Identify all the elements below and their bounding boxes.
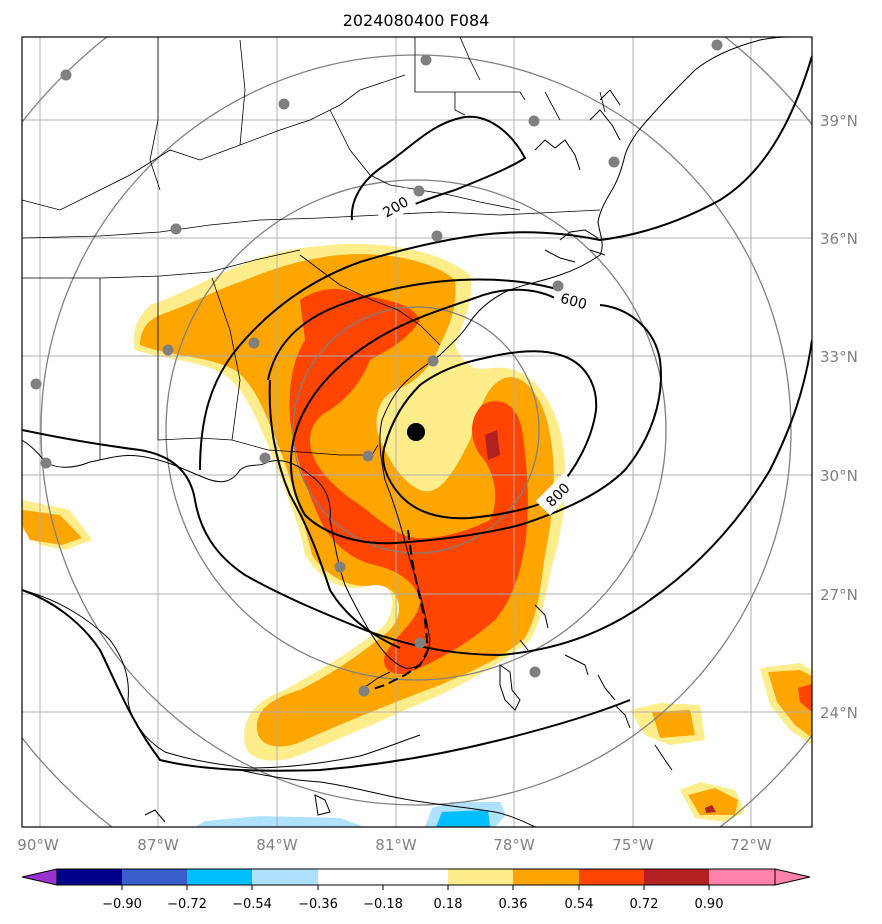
colorbar-tick-label: −0.36 [298, 897, 338, 912]
colorbar-segment [513, 869, 579, 885]
colorbar-tick-label: 0.36 [499, 897, 528, 912]
station-marker [248, 337, 260, 349]
colorbar-extend-high [774, 868, 811, 886]
station-marker [552, 280, 564, 292]
station-marker [259, 452, 271, 464]
station-markers [30, 39, 723, 697]
colorbar-tick-label: −0.90 [102, 897, 142, 912]
colorbar-tick-label: 0.18 [434, 897, 463, 912]
colorbar-segment [318, 869, 383, 885]
lon-label: 87°W [137, 836, 179, 854]
colorbar-segment [57, 869, 122, 885]
colorbar-tick-label: −0.72 [167, 897, 207, 912]
field-layer-0-54 [289, 289, 812, 712]
lat-label: 30°N [820, 467, 858, 485]
station-marker [427, 355, 439, 367]
lat-label: 27°N [820, 586, 858, 604]
lon-label: 81°W [375, 836, 417, 854]
station-marker [608, 156, 620, 168]
state-borders [22, 37, 606, 460]
colorbar-tick-label: −0.18 [363, 897, 403, 912]
station-marker [413, 185, 425, 197]
colorbar-tick-label: −0.54 [232, 897, 272, 912]
lat-label: 24°N [820, 704, 858, 722]
contour-800 [382, 350, 598, 520]
field-layer-0-72 [485, 430, 716, 813]
station-marker [711, 39, 723, 51]
map-title: 2024080400 F084 [343, 11, 490, 30]
station-marker [414, 637, 426, 649]
colorbar-segment [187, 869, 252, 885]
height-contours [22, 55, 812, 772]
storm-center-marker [407, 423, 425, 441]
station-marker [170, 223, 182, 235]
colorbar-segment [579, 869, 644, 885]
contour-outer-a [22, 339, 812, 657]
contour-inner-e [268, 379, 401, 649]
station-marker [420, 54, 432, 66]
colorbar-tick-label: 0.54 [565, 897, 594, 912]
colorbar-segment [644, 869, 709, 885]
lat-label: 33°N [820, 348, 858, 366]
colorbar-tick-label: 0.72 [630, 897, 659, 912]
colorbar-tick-label: 0.90 [695, 897, 724, 912]
contour-labels: 200 600 800 [373, 186, 596, 516]
station-marker [162, 344, 174, 356]
coastlines [22, 37, 791, 827]
colorbar-segment [448, 869, 513, 885]
contour-dashed [369, 529, 430, 691]
station-marker [362, 450, 374, 462]
station-marker [528, 115, 540, 127]
contour-inner-d [267, 278, 576, 381]
colorbar-extend-low [21, 868, 58, 886]
lon-label: 75°W [612, 836, 654, 854]
field-layer-negative [195, 802, 506, 827]
latitude-axis: 39°N 36°N 33°N 30°N 27°N 24°N [820, 112, 858, 722]
colorbar-segment [252, 869, 318, 885]
lon-label: 72°W [730, 836, 772, 854]
colorbar-segment [122, 869, 187, 885]
contour-outer-c [22, 589, 631, 772]
lon-label: 90°W [17, 836, 59, 854]
map-frame [21, 36, 813, 828]
colorbar-segment [383, 869, 448, 885]
station-marker [40, 457, 52, 469]
lat-label: 39°N [820, 112, 858, 130]
station-marker [358, 685, 370, 697]
colorbar: −0.90 −0.72 −0.54 −0.36 −0.18 0.18 0.36 … [21, 868, 811, 912]
lat-label: 36°N [820, 230, 858, 248]
station-marker [278, 98, 290, 110]
lon-label: 78°W [493, 836, 535, 854]
colorbar-segment [709, 869, 775, 885]
longitude-axis: 90°W 87°W 84°W 81°W 78°W 75°W 72°W [17, 836, 772, 854]
station-marker [30, 378, 42, 390]
contour-label-600: 600 [559, 291, 589, 313]
lon-label: 84°W [256, 836, 298, 854]
contour-outer-b [199, 55, 812, 471]
contour-600 [290, 288, 662, 545]
contour-200 [350, 115, 527, 221]
station-marker [60, 69, 72, 81]
station-marker [529, 666, 541, 678]
station-marker [334, 561, 346, 573]
station-marker [431, 230, 443, 242]
